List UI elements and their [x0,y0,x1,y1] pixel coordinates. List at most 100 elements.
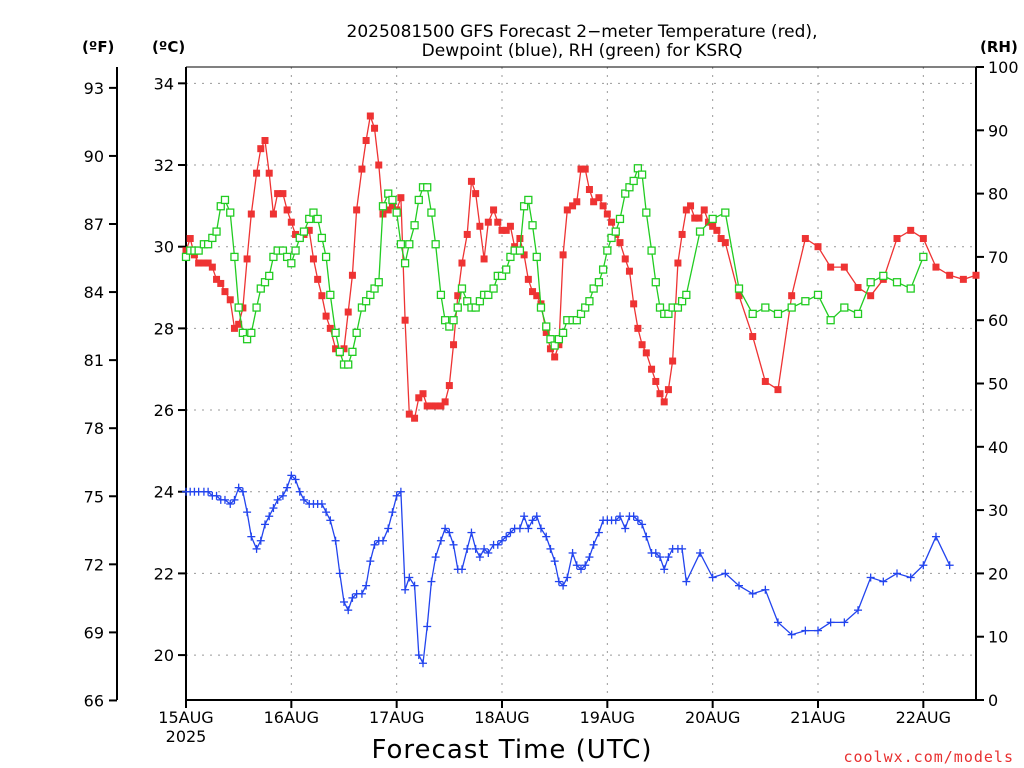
dewpoint-point [226,499,235,508]
dewpoint-point [633,516,642,525]
temperature-point [563,206,571,214]
temperature-point [450,341,458,349]
temperature-point [454,292,462,300]
temperature-point [577,165,585,173]
dewpoint-point [366,557,375,566]
temperature-point [669,357,677,365]
dewpoint-point [656,553,664,562]
rh-point [787,303,796,312]
dewpoint-point [893,569,901,578]
rh-tick-label: 60 [988,311,1008,330]
rh-point [212,227,221,236]
temperature-point [919,235,927,243]
rh-point [581,303,590,312]
rh-point [524,195,533,205]
temperature-point [972,271,980,279]
rh-point [256,284,265,293]
dewpoint-point [594,528,603,537]
rh-point [528,221,537,230]
dewpoint-point [682,577,691,586]
temperature-point [494,218,502,226]
rh-point [269,252,278,262]
dewpoint-point [651,548,660,557]
rh-point [721,208,730,217]
temperature-point [695,214,703,222]
temperature-point [546,345,554,353]
temperature-point [208,263,216,271]
fahrenheit-tick-label: 78 [84,419,104,438]
rh-point [457,284,467,293]
temperature-point [213,275,221,283]
temperature-point [674,259,682,267]
temperature-point [283,206,291,214]
dewpoint-point [678,544,687,553]
rh-point [226,208,235,217]
rh-point [664,309,673,319]
dewpoint-point [299,495,308,504]
rh-tick-label: 70 [988,248,1008,267]
dewpoint-point [664,553,673,562]
temperature-point [230,324,238,332]
dewpoint-point [559,581,568,590]
dewpoint-point [362,581,371,590]
temperature-point [907,226,915,234]
rh-point [506,252,515,262]
rh-point [647,246,656,255]
temperature-point [287,218,295,226]
rh-point [853,309,863,319]
temperature-point [867,292,875,300]
dewpoint-point [291,475,300,484]
x-tick-label: 17AUG [369,708,424,727]
x-tick-label: 20AUG [685,708,740,727]
rh-point [388,195,397,205]
dewpoint-point [243,508,252,517]
rh-point [396,240,406,249]
rh-axis-unit: (RH) [980,38,1018,56]
series-group [181,164,928,369]
temperature-point [401,316,409,324]
rh-point [208,233,217,243]
watermark: coolwx.com/models [843,748,1014,766]
dewpoint-point [212,491,221,500]
temperature-point [854,284,862,292]
dewpoint-point [642,532,651,541]
dewpoint-point [331,536,340,545]
rh-point [642,208,651,217]
fahrenheit-tick-label: 84 [84,283,104,302]
temperature-point [432,402,440,410]
temperature-point [326,324,334,332]
dewpoint-point [563,573,572,582]
temperature-point [721,239,729,247]
temperature-point [660,398,668,406]
temperature-point [616,239,624,247]
dewpoint-point [814,626,822,635]
dewpoint-point [660,565,669,574]
rh-point [252,303,261,312]
dewpoint-point [388,508,397,517]
x-tick-label: 16AUG [264,708,319,727]
series-line [185,166,924,366]
rh-point [449,316,458,325]
rh-point [299,227,309,236]
dewpoint-point [475,553,484,562]
rh-point [542,322,551,331]
rh-point [919,252,928,262]
dewpoint-point [748,589,757,598]
dewpoint-point [467,528,476,537]
rh-point [554,335,564,344]
dewpoint-point [265,512,274,521]
rh-point [463,297,472,306]
rh-point [673,303,683,312]
rh-point [655,303,665,312]
dewpoint-point [581,561,590,570]
rh-point [651,278,660,287]
temperature-point [630,300,638,308]
celsius-tick-label: 20 [154,646,174,665]
temperature-point [687,202,695,210]
temperature-point [309,255,317,263]
dewpoint-point [283,483,292,492]
rh-point [484,290,493,300]
rh-point [633,164,643,173]
temperature-point [322,312,330,320]
temperature-point [691,214,699,222]
